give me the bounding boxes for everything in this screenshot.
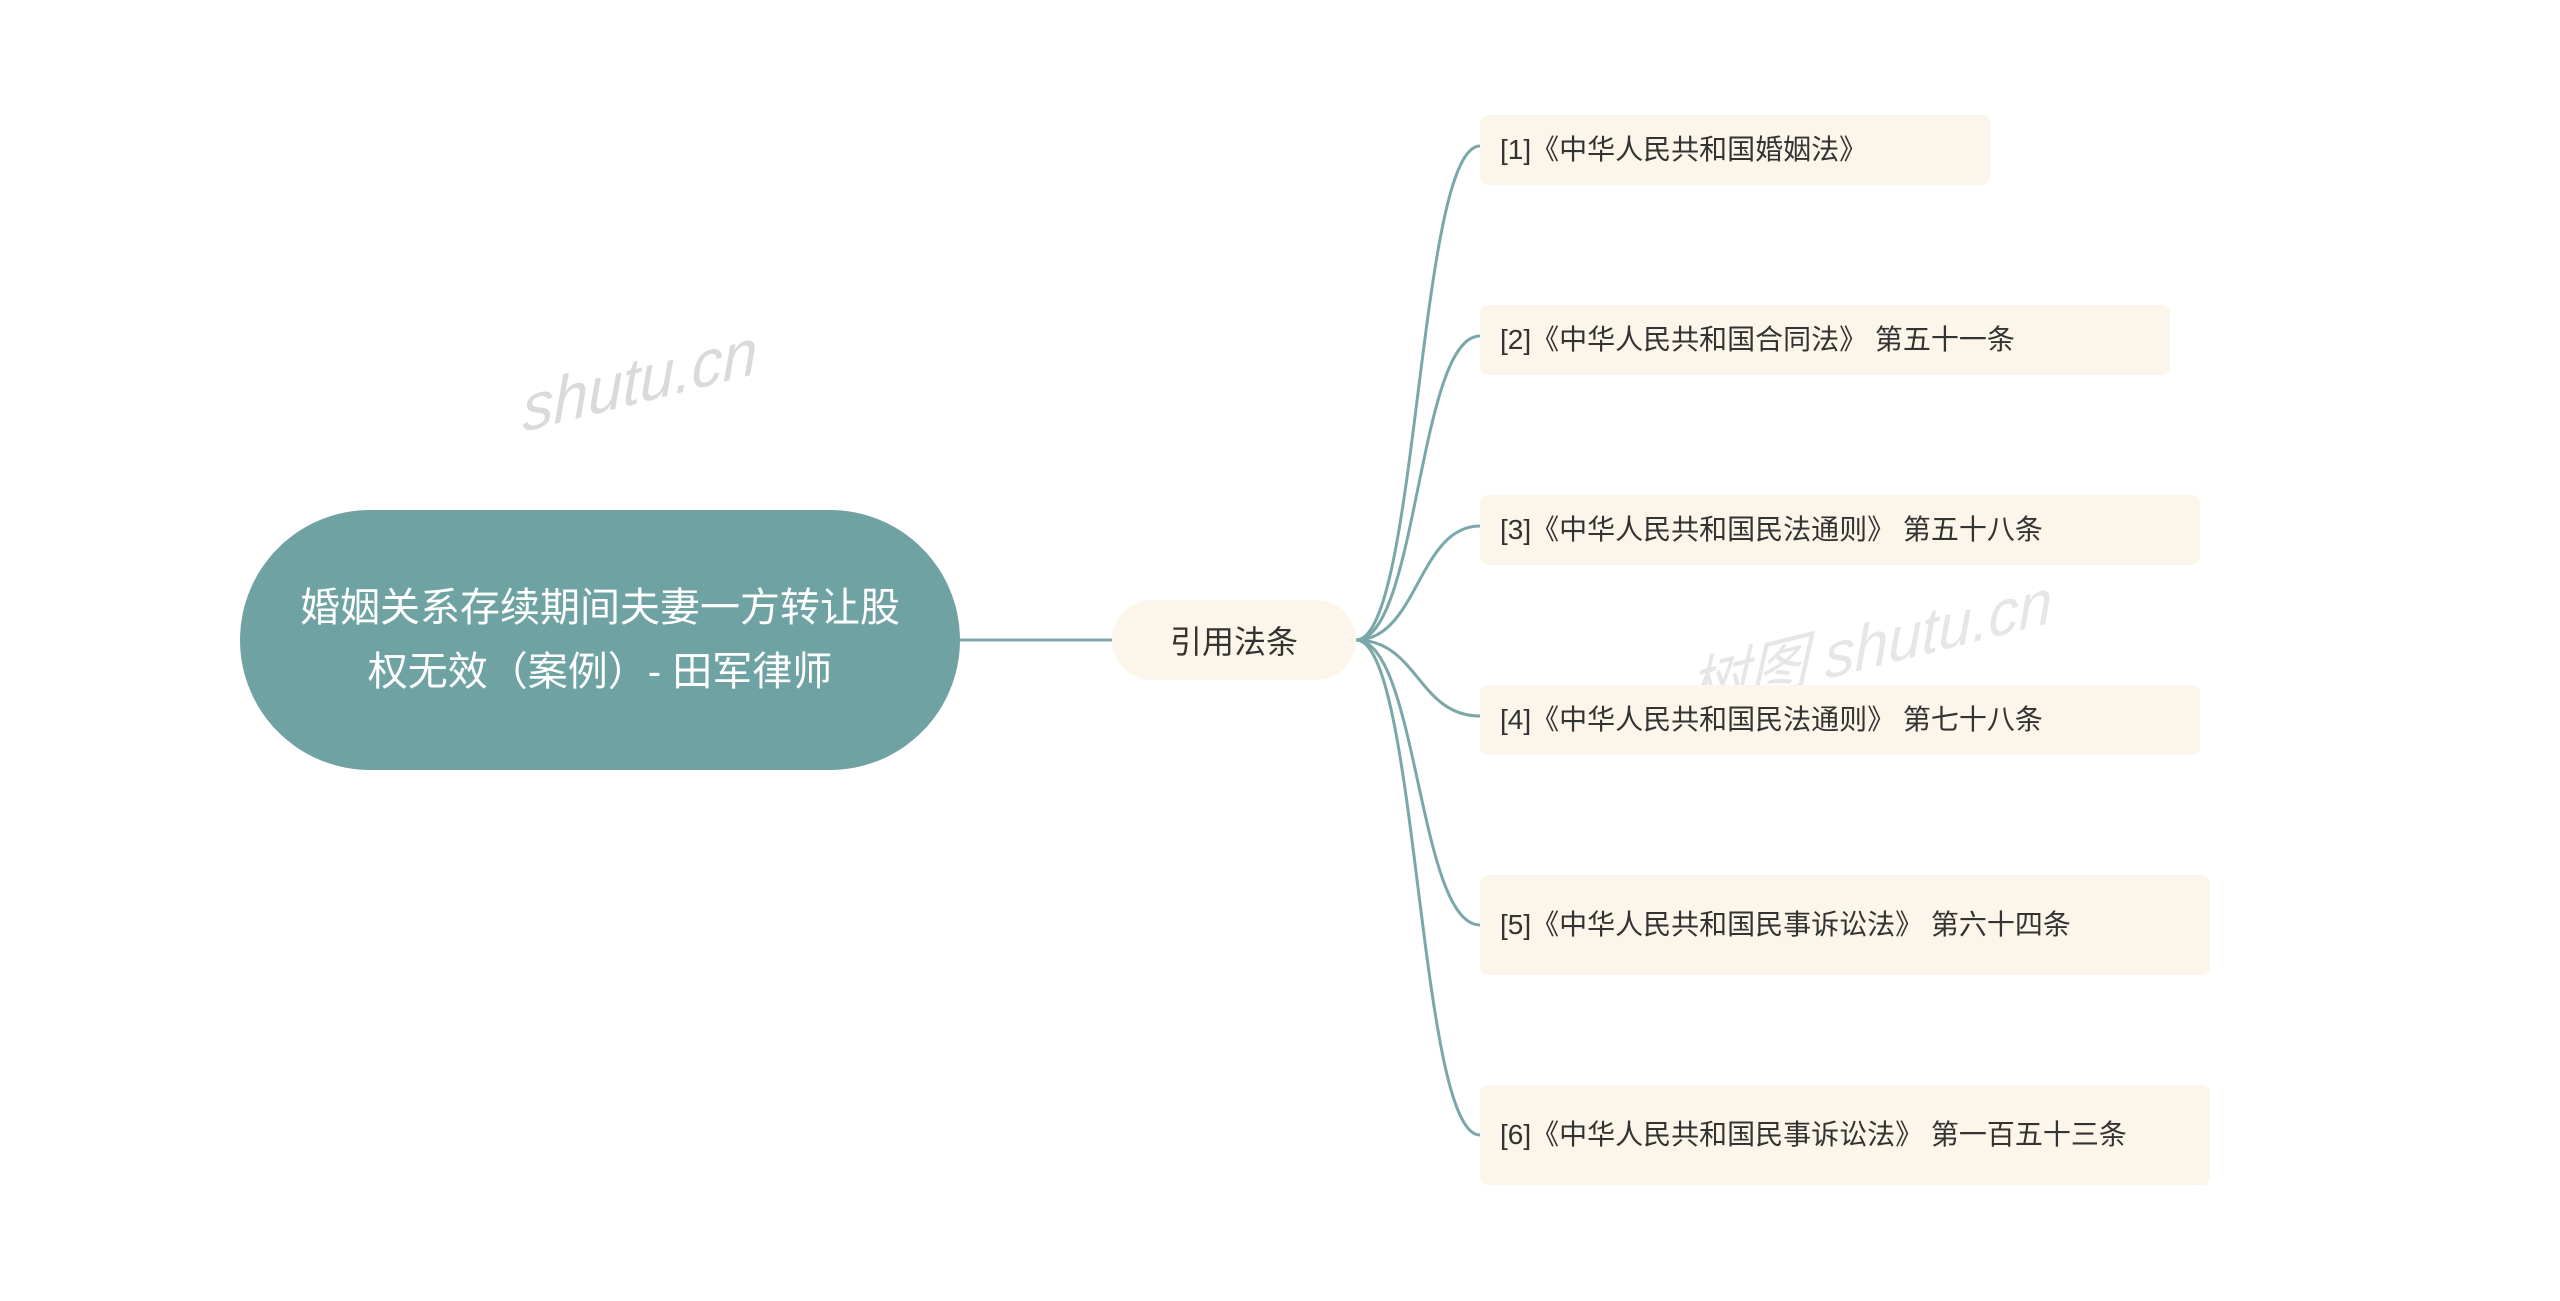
leaf-node[interactable]: [4]《中华人民共和国民法通则》 第七十八条: [1480, 685, 2200, 755]
leaf-node-text: [6]《中华人民共和国民事诉讼法》 第一百五十三条: [1500, 1114, 2127, 1156]
leaf-node[interactable]: [2]《中华人民共和国合同法》 第五十一条: [1480, 305, 2170, 375]
leaf-node[interactable]: [3]《中华人民共和国民法通则》 第五十八条: [1480, 495, 2200, 565]
root-node[interactable]: 婚姻关系存续期间夫妻一方转让股权无效（案例）- 田军律师: [240, 510, 960, 770]
leaf-node-text: [3]《中华人民共和国民法通则》 第五十八条: [1500, 509, 2043, 551]
leaf-node[interactable]: [5]《中华人民共和国民事诉讼法》 第六十四条: [1480, 875, 2210, 975]
leaf-node-text: [2]《中华人民共和国合同法》 第五十一条: [1500, 319, 2015, 361]
branch-node-label: 引用法条: [1170, 617, 1298, 663]
leaf-node[interactable]: [1]《中华人民共和国婚姻法》: [1480, 115, 1990, 185]
leaf-node[interactable]: [6]《中华人民共和国民事诉讼法》 第一百五十三条: [1480, 1085, 2210, 1185]
leaf-node-text: [4]《中华人民共和国民法通则》 第七十八条: [1500, 699, 2043, 741]
watermark-1: shutu.cn: [523, 313, 758, 448]
mindmap-canvas: shutu.cn 树图 shutu.cn 婚姻关系存续期间夫妻一方转让股权无效（…: [0, 0, 2560, 1301]
leaf-node-text: [5]《中华人民共和国民事诉讼法》 第六十四条: [1500, 904, 2071, 946]
leaf-node-text: [1]《中华人民共和国婚姻法》: [1500, 129, 1867, 171]
root-node-text: 婚姻关系存续期间夫妻一方转让股权无效（案例）- 田军律师: [300, 576, 900, 704]
branch-node-citations[interactable]: 引用法条: [1112, 600, 1356, 680]
